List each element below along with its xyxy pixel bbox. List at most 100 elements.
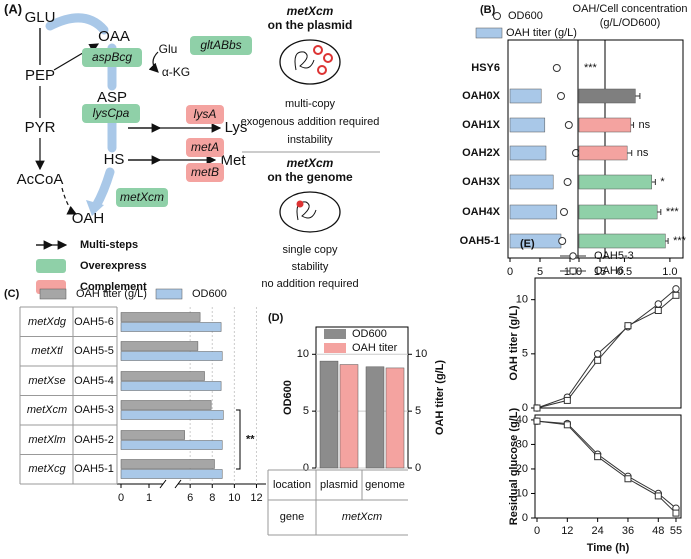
enzyme-box	[186, 138, 224, 157]
legend-marker	[493, 12, 501, 20]
bar	[120, 341, 199, 351]
arrow	[61, 187, 78, 215]
axis-title: OAH/Cell concentration	[573, 3, 688, 15]
gene-label: metXdg	[28, 316, 67, 328]
x-tick-label: 10	[228, 492, 240, 504]
category-label: OAH5-6	[74, 316, 114, 328]
y-tick-label: 10	[516, 487, 528, 499]
category-label: OAH3X	[462, 176, 501, 188]
enzyme: metXcm	[120, 190, 164, 204]
bar	[578, 174, 652, 190]
legend-swatch	[155, 288, 183, 300]
bar	[339, 364, 359, 469]
significance: ***	[666, 206, 680, 218]
legend-swatch	[475, 27, 503, 39]
bar	[120, 469, 223, 479]
enzyme-box	[190, 36, 252, 55]
bar	[120, 440, 223, 450]
cell	[279, 39, 341, 85]
location: on the genome	[267, 170, 353, 184]
x-tick-label: 8	[209, 492, 215, 504]
enzyme-box	[186, 163, 224, 182]
x-tick-label: 15	[594, 266, 606, 278]
legend-swatch	[39, 288, 67, 300]
enzyme-box	[116, 188, 168, 207]
od-marker	[558, 237, 567, 245]
metabolite: PYR	[25, 119, 56, 136]
enzyme: metA	[191, 140, 219, 154]
metabolite: Lys	[225, 119, 248, 136]
plot-frame	[577, 39, 684, 259]
y-tick-label: 10	[516, 294, 528, 306]
significance: ns	[639, 119, 651, 131]
bar	[120, 381, 222, 391]
point	[563, 396, 571, 404]
significance: ***	[584, 62, 598, 74]
feature: multi-copy	[285, 98, 336, 110]
legend-swatch	[36, 259, 66, 273]
strategy: metXcm on the plasmid multi-copy exogeno…	[241, 4, 380, 290]
category-label: OAH5-5	[74, 345, 114, 357]
category-label: OAH5-4	[74, 375, 114, 387]
series-line	[536, 288, 677, 409]
bar	[509, 174, 554, 190]
bar	[120, 459, 215, 469]
y-axis-label: OD600	[282, 380, 294, 415]
point	[533, 404, 541, 412]
y-tick-label: 0	[522, 402, 528, 414]
legend-label: OAH titer (g/L)	[506, 27, 577, 39]
arrow	[148, 51, 159, 73]
y2-tick-label: 0	[415, 462, 421, 474]
point	[563, 421, 571, 429]
plot-frame	[534, 414, 682, 519]
enzyme-box	[186, 105, 224, 124]
chromosome	[294, 51, 315, 71]
x-tick-label: 48	[652, 525, 664, 537]
legend-marker	[569, 252, 577, 260]
point	[654, 492, 662, 500]
enzyme-box	[82, 48, 142, 67]
metabolite: GLU	[25, 9, 56, 26]
category-label: OAH5-2	[74, 434, 114, 446]
plasmid	[313, 45, 323, 55]
category-label: genome	[365, 479, 405, 491]
plot-frame	[534, 277, 682, 409]
od-marker	[563, 178, 572, 186]
cell	[279, 191, 341, 233]
gene-label: metXse	[28, 375, 65, 387]
legend-label: OAH5-3	[594, 250, 634, 262]
metabolite: Met	[220, 152, 246, 169]
table-row-header: location	[273, 479, 311, 491]
x-tick-label: 5	[537, 266, 543, 278]
axis-title: (g/L/OD600)	[600, 17, 661, 29]
metabolite: HS	[104, 151, 125, 168]
enzyme: lysA	[194, 107, 217, 121]
bar	[385, 367, 405, 469]
point	[594, 356, 602, 364]
legend-label: Overexpress	[80, 260, 147, 272]
enzyme: gltABbs	[200, 38, 241, 52]
metabolite: OAH	[72, 210, 105, 227]
bar	[120, 400, 212, 410]
x-tick-label: 0	[507, 266, 513, 278]
bar	[120, 351, 223, 361]
table-cell: metXcm	[342, 511, 382, 523]
significance: ***	[673, 235, 687, 247]
legend-swatch	[324, 329, 346, 339]
x-axis-label: Time (h)	[587, 542, 630, 554]
legend-label: OAH6	[594, 265, 624, 277]
plasmid	[317, 65, 327, 75]
metabolite: OAA	[98, 28, 130, 45]
gene-label: metXlm	[28, 434, 65, 446]
point	[654, 307, 662, 314]
gene: metXcm	[287, 4, 334, 18]
bar	[578, 204, 658, 220]
bar	[509, 145, 547, 161]
point	[624, 322, 632, 330]
category-label: OAH5-1	[74, 463, 114, 475]
bar	[120, 430, 185, 440]
gene-label: metXcg	[28, 463, 66, 475]
point	[624, 475, 632, 483]
enzyme: aspBcg	[92, 50, 132, 64]
